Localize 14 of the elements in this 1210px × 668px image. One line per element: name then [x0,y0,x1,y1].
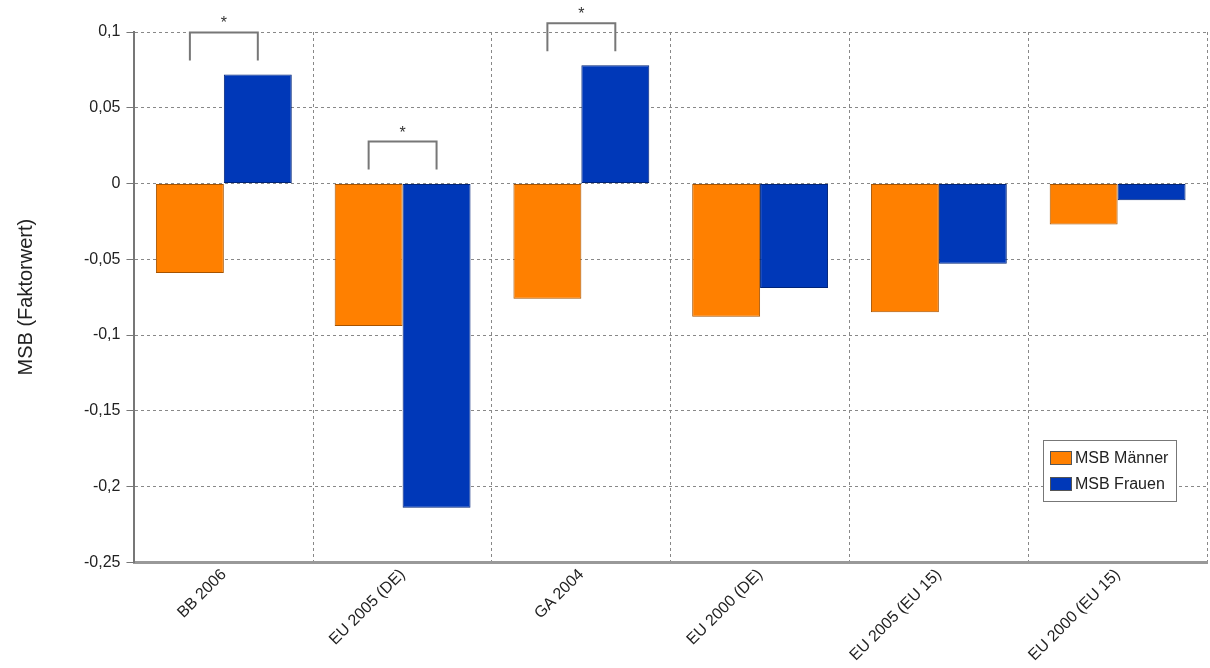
annotation: * [399,123,406,141]
y-tick-label: 0 [111,173,121,191]
y-tick-label: -0,1 [92,325,121,343]
y-tick-label: -0,25 [84,552,121,570]
y-tick-label: -0,15 [84,401,121,419]
y-tick-label: 0,05 [89,98,121,116]
y-tick-label: -0,05 [84,249,121,267]
y-tick-label: -0,2 [92,476,121,494]
legend-label: MSB Männer [1075,448,1169,469]
text: * [220,14,227,32]
text: * [578,5,585,23]
y-tick-label: 0,1 [98,22,121,40]
y-axis-title: MSB (Faktorwert) [13,218,36,376]
legend-label: MSB Frauen [1075,474,1165,495]
